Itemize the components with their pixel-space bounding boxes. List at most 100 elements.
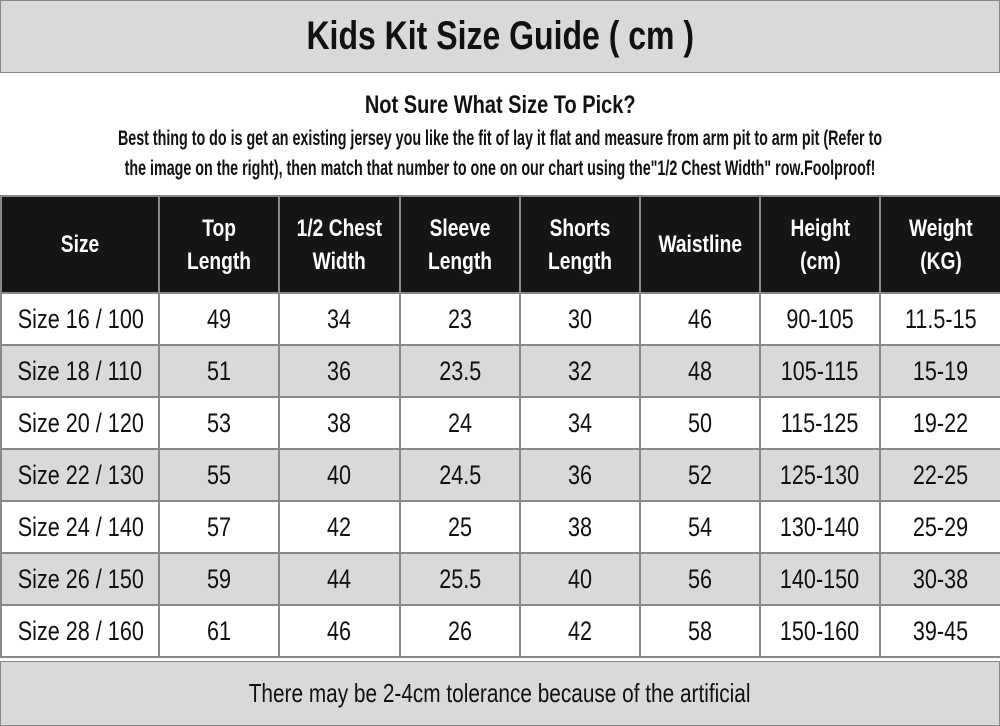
- table-cell: 115-125: [759, 396, 881, 450]
- intro-heading-text: Not Sure What Size To Pick?: [364, 91, 636, 119]
- table-cell: 53: [158, 396, 280, 450]
- table-cell: Size 24 / 140: [0, 500, 160, 554]
- cell-text: 30-38: [912, 563, 969, 594]
- column-header-text: Size: [60, 231, 100, 258]
- table-cell: 140-150: [759, 552, 881, 606]
- table-cell: 52: [639, 448, 761, 502]
- table-cell: 36: [278, 344, 401, 398]
- table-cell: 49: [158, 292, 280, 346]
- cell-text: 25-29: [912, 511, 969, 542]
- cell-text: 38: [567, 511, 593, 542]
- column-header: 1/2 Chest Width: [278, 195, 401, 294]
- cell-text: 23.5: [438, 355, 482, 386]
- table-cell: 150-160: [759, 604, 881, 658]
- column-header-text: Width: [312, 247, 367, 275]
- footer-note: There may be 2-4cm tolerance because of …: [0, 661, 1000, 726]
- cell-text: 34: [327, 303, 352, 334]
- table-cell: Size 28 / 160: [0, 604, 160, 658]
- size-table: Size Top Length 1/2 Chest Width Sleeve Length S…: [0, 195, 1000, 658]
- column-header-text: Weight: [908, 214, 973, 242]
- table-cell: 23: [399, 292, 521, 346]
- intro-line-1: Best thing to do is get an existing jers…: [117, 127, 883, 150]
- cell-text: 36: [567, 459, 593, 490]
- column-header: Shorts Length: [519, 195, 641, 294]
- table-cell: 46: [639, 292, 761, 346]
- column-header-text: Shorts: [549, 214, 611, 242]
- cell-text: 25.5: [438, 563, 482, 594]
- table-cell: 34: [519, 396, 641, 450]
- table-cell: 25.5: [399, 552, 521, 606]
- table-cell: 42: [278, 500, 401, 554]
- table-cell: 56: [639, 552, 761, 606]
- cell-text: Size 20 / 120: [17, 407, 144, 438]
- cell-text: 44: [327, 563, 352, 594]
- table-cell: 11.5-15: [879, 292, 1000, 346]
- table-cell: 36: [519, 448, 641, 502]
- table-cell: 25: [399, 500, 521, 554]
- column-header-text: (KG): [919, 247, 962, 275]
- cell-text: 23: [447, 303, 473, 334]
- table-row: Size 28 / 160 61 46 26 42 58 150-160 39-45: [0, 604, 1000, 658]
- table-row: Size 26 / 150 59 44 25.5 40 56 140-150 30-38: [0, 552, 1000, 606]
- table-cell: 55: [158, 448, 280, 502]
- column-header: Sleeve Length: [399, 195, 521, 294]
- cell-text: 46: [687, 303, 713, 334]
- cell-text: 56: [687, 563, 713, 594]
- cell-text: Size 22 / 130: [17, 459, 144, 490]
- cell-text: 40: [567, 563, 593, 594]
- table-cell: 15-19: [879, 344, 1000, 398]
- table-cell: 19-22: [879, 396, 1000, 450]
- column-header: Size: [0, 195, 160, 294]
- table-cell: 40: [278, 448, 401, 502]
- table-cell: 30-38: [879, 552, 1000, 606]
- cell-text: 61: [206, 615, 232, 646]
- table-cell: Size 26 / 150: [0, 552, 160, 606]
- cell-text: 115-125: [781, 407, 859, 438]
- cell-text: Size 28 / 160: [17, 615, 144, 646]
- column-header-text: 1/2 Chest: [296, 214, 383, 242]
- cell-text: 38: [327, 407, 352, 438]
- cell-text: 46: [327, 615, 352, 646]
- table-cell: 22-25: [879, 448, 1000, 502]
- table-cell: 57: [158, 500, 280, 554]
- table-cell: 24: [399, 396, 521, 450]
- cell-text: 58: [687, 615, 713, 646]
- column-header-text: Length: [427, 247, 492, 275]
- cell-text: 42: [327, 511, 352, 542]
- cell-text: 55: [206, 459, 232, 490]
- table-cell: 39-45: [879, 604, 1000, 658]
- table-cell: 34: [278, 292, 401, 346]
- cell-text: 54: [687, 511, 713, 542]
- column-header-text: Top: [202, 214, 236, 242]
- cell-text: Size 18 / 110: [17, 355, 143, 386]
- column-header: Top Length: [158, 195, 280, 294]
- cell-text: 53: [206, 407, 232, 438]
- table-cell: 54: [639, 500, 761, 554]
- intro-text: Best thing to do is get an existing jers…: [0, 123, 1000, 183]
- table-cell: 24.5: [399, 448, 521, 502]
- cell-text: 24: [447, 407, 473, 438]
- cell-text: 32: [567, 355, 593, 386]
- table-cell: 48: [639, 344, 761, 398]
- cell-text: 105-115: [781, 355, 859, 386]
- cell-text: 42: [567, 615, 593, 646]
- table-cell: 125-130: [759, 448, 881, 502]
- table-row: Size 16 / 100 49 34 23 30 46 90-105 11.5-15: [0, 292, 1000, 346]
- cell-text: 59: [206, 563, 232, 594]
- table-cell: 25-29: [879, 500, 1000, 554]
- table-cell: 32: [519, 344, 641, 398]
- cell-text: 25: [447, 511, 473, 542]
- cell-text: 150-160: [780, 615, 860, 646]
- table-cell: Size 18 / 110: [0, 344, 160, 398]
- cell-text: Size 26 / 150: [17, 563, 144, 594]
- cell-text: Size 16 / 100: [17, 303, 144, 334]
- table-cell: Size 22 / 130: [0, 448, 160, 502]
- cell-text: 24.5: [438, 459, 482, 490]
- table-cell: 40: [519, 552, 641, 606]
- table-cell: Size 20 / 120: [0, 396, 160, 450]
- table-cell: 46: [278, 604, 401, 658]
- table-cell: 38: [519, 500, 641, 554]
- column-header-text: Sleeve: [429, 214, 491, 242]
- table-cell: 38: [278, 396, 401, 450]
- footer-text: There may be 2-4cm tolerance because of …: [249, 678, 751, 708]
